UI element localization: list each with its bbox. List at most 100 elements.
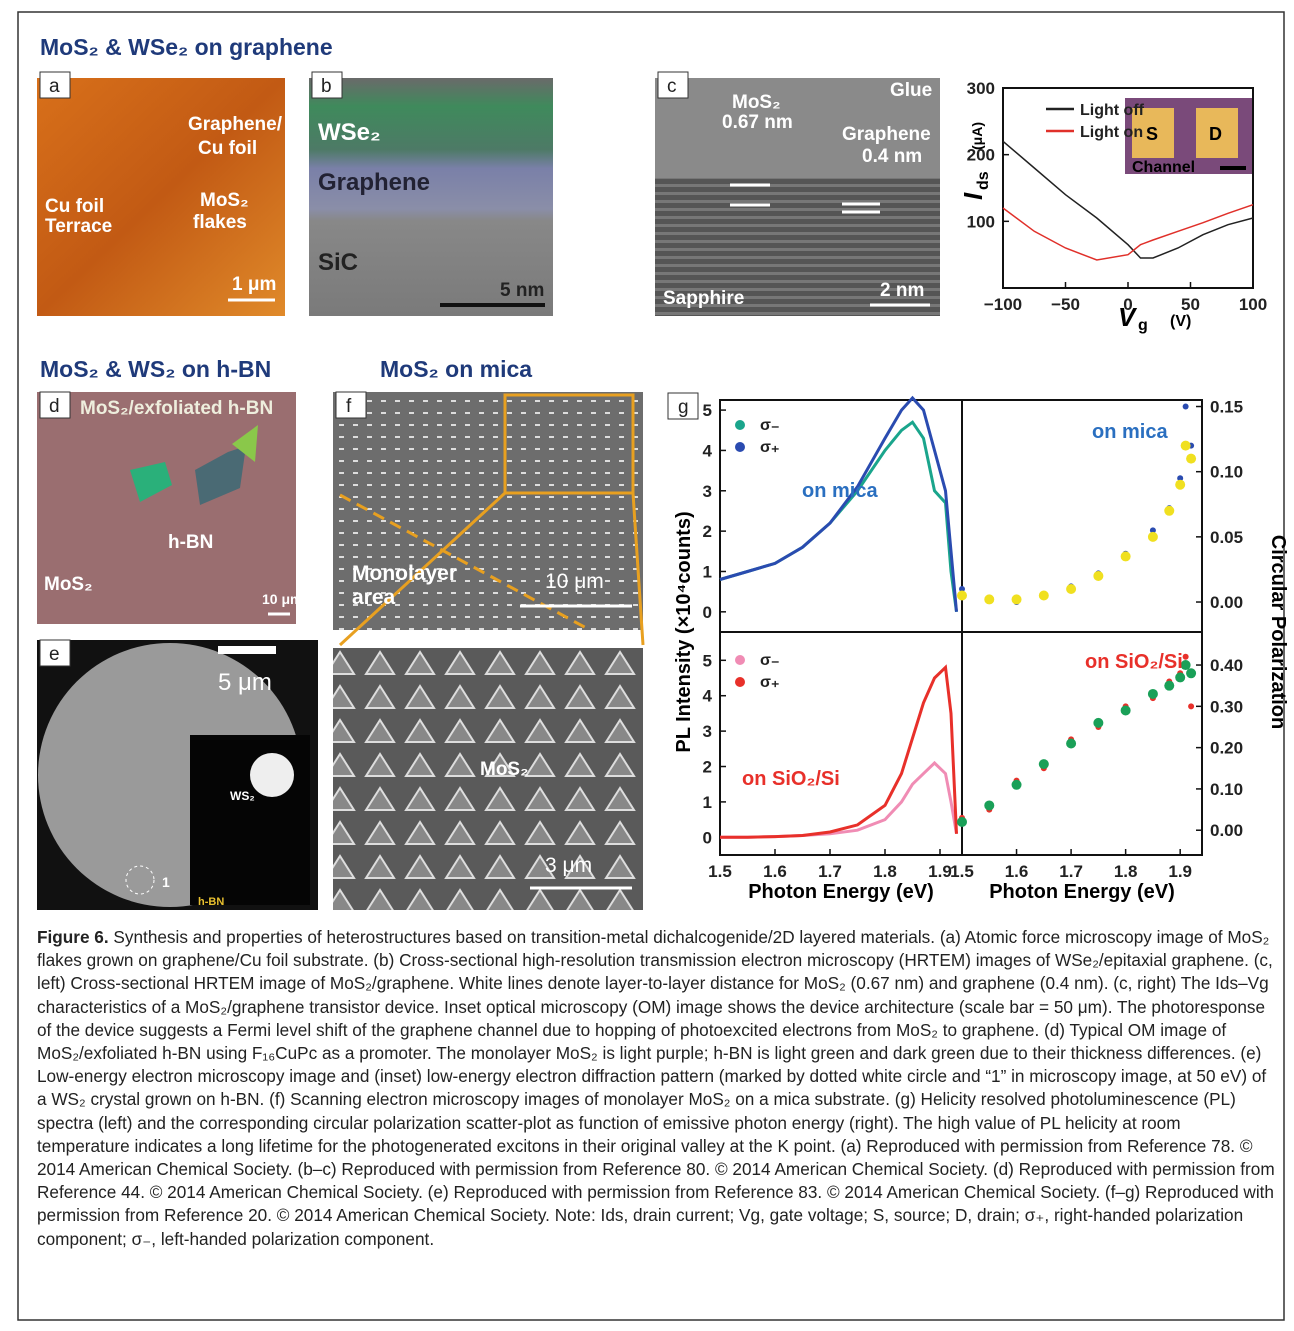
y-tick-label: 0	[703, 828, 712, 847]
y-tick-label: 5	[703, 401, 712, 420]
data-point	[984, 800, 994, 810]
legend-label: σ₊	[760, 439, 779, 456]
y-tick-label: 0.05	[1210, 528, 1243, 547]
y-tick-label: 0.00	[1210, 821, 1243, 840]
data-point	[957, 591, 967, 601]
annotation: flakes	[193, 212, 247, 233]
scale-label: 10 μm	[262, 591, 302, 607]
y-axis-label: Circular Polarization	[1267, 535, 1289, 730]
y-tick-label: 2	[703, 758, 712, 777]
annotation: MoS₂	[480, 759, 529, 780]
data-point	[1183, 654, 1189, 660]
data-point	[1066, 739, 1076, 749]
data-point	[1066, 584, 1076, 594]
section-title: MoS₂ & WSe₂ on graphene	[40, 34, 333, 60]
series-line	[720, 398, 957, 612]
data-point	[1188, 703, 1194, 709]
annotation: Graphene/	[188, 114, 283, 135]
plot-frame	[720, 400, 962, 632]
legend-label: Light off	[1080, 102, 1145, 119]
y-tick-label: 4	[703, 441, 713, 460]
section-title: MoS₂ & WS₂ on h-BN	[40, 356, 271, 382]
diffraction-spot	[250, 753, 294, 797]
x-tick-label: 50	[1181, 295, 1200, 314]
data-point	[957, 817, 967, 827]
annotation: 1	[162, 874, 170, 890]
data-point	[1164, 681, 1174, 691]
annotation: 0.4 nm	[862, 146, 922, 167]
annotation: on mica	[802, 480, 878, 502]
legend-marker	[735, 442, 745, 452]
x-tick-label: 1.8	[1114, 862, 1138, 881]
y-tick-label: 0.10	[1210, 780, 1243, 799]
data-point	[1121, 705, 1131, 715]
annotation: Graphene	[318, 169, 430, 196]
annotation: h-BN	[168, 532, 213, 553]
data-point	[1012, 780, 1022, 790]
panel-label: b	[321, 76, 332, 97]
annotation: Cu foil	[45, 196, 104, 217]
y-tick-label: 0.30	[1210, 697, 1243, 716]
y-tick-label: 0.20	[1210, 739, 1243, 758]
x-tick-label: 1.9	[1168, 862, 1192, 881]
data-point	[1186, 454, 1196, 464]
x-tick-label: 1.9	[928, 862, 952, 881]
annotation: WSe₂	[318, 119, 381, 146]
caption-label: Figure 6.	[37, 927, 109, 947]
legend-label: Light on	[1080, 124, 1143, 141]
x-tick-label: 1.6	[1005, 862, 1029, 881]
y-tick-label: 1	[703, 562, 712, 581]
y-tick-label: 2	[703, 522, 712, 541]
panel-label: c	[667, 76, 677, 97]
annotation: Sapphire	[663, 288, 744, 309]
panel-label: g	[678, 397, 689, 418]
plot-frame	[720, 632, 962, 855]
inset-label: D	[1209, 124, 1222, 144]
x-tick-label: 1.5	[950, 862, 974, 881]
y-axis-unit: (μA)	[969, 122, 985, 150]
page: {"sections":["MoS₂ & WSe₂ on graphene","…	[0, 0, 1294, 1331]
annotation: Terrace	[45, 216, 112, 237]
data-point	[1175, 672, 1185, 682]
scale-label: 5 nm	[500, 280, 544, 301]
y-tick-label: 5	[703, 651, 712, 670]
scale-label: 10 μm	[545, 570, 604, 593]
legend-label: σ₊	[760, 674, 779, 691]
y-tick-label: 3	[703, 482, 712, 501]
y-axis-label: PL Intensity (×10⁴counts)	[673, 511, 695, 752]
y-tick-label: 300	[967, 79, 995, 98]
data-point	[1181, 441, 1191, 451]
series-line	[720, 667, 957, 837]
data-point	[1186, 668, 1196, 678]
scale-label: 5 μm	[218, 669, 272, 696]
annotation: on SiO₂/Si	[1085, 651, 1183, 673]
series-line	[720, 422, 957, 612]
annotation: 0.67 nm	[722, 112, 793, 133]
scale-label: 3 μm	[545, 854, 592, 877]
y-tick-label: 4	[703, 687, 713, 706]
legend-label: σ₋	[760, 652, 779, 669]
inset-label: S	[1146, 124, 1158, 144]
legend-marker	[735, 677, 745, 687]
y-tick-label: 0.40	[1210, 656, 1243, 675]
x-axis-label-sub: g	[1138, 317, 1148, 334]
annotation: MoS₂	[44, 574, 93, 595]
data-point	[1148, 532, 1158, 542]
y-tick-label: 3	[703, 722, 712, 741]
annotation: MoS₂	[732, 92, 781, 113]
x-tick-label: 1.5	[708, 862, 732, 881]
annotation: Glue	[890, 80, 932, 101]
caption-text: Synthesis and properties of heterostruct…	[37, 927, 1275, 1249]
x-tick-label: −50	[1051, 295, 1080, 314]
annotation: Monolayer	[352, 562, 457, 585]
annotation: h-BN	[198, 896, 224, 908]
annotation: SiC	[318, 249, 358, 276]
panel-label: e	[49, 644, 60, 665]
annotation: Graphene	[842, 124, 931, 145]
legend-marker	[735, 655, 745, 665]
data-point	[1148, 689, 1158, 699]
annotation: on SiO₂/Si	[742, 768, 840, 790]
data-point	[1093, 571, 1103, 581]
data-point	[1039, 591, 1049, 601]
y-tick-label: 0.10	[1210, 463, 1243, 482]
